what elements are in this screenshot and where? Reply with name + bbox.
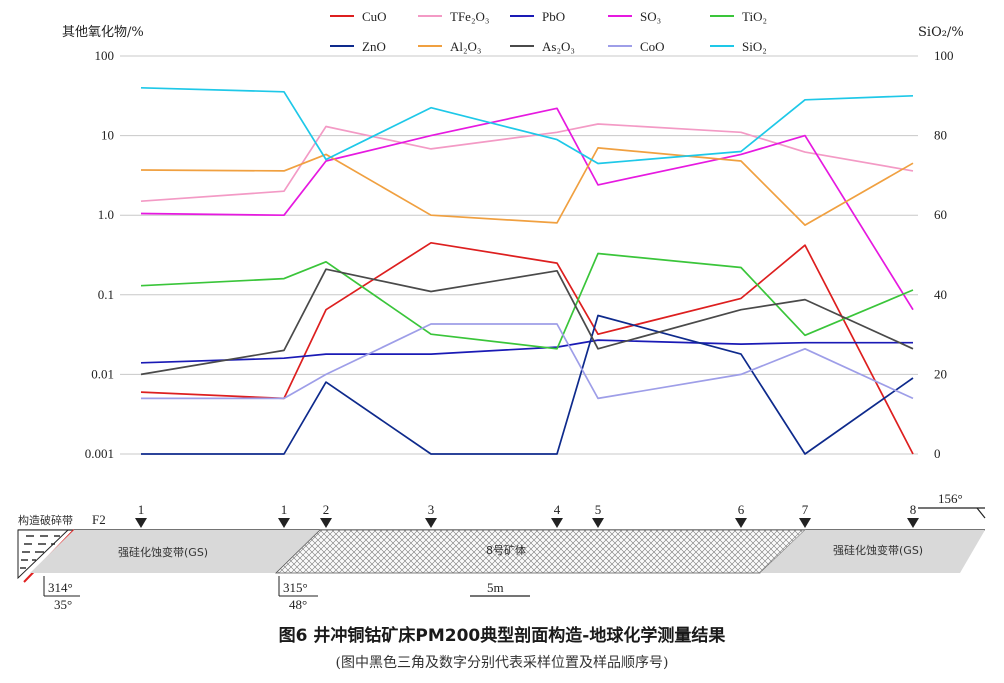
sample-marker bbox=[425, 518, 437, 528]
attitude-left-dip: 35° bbox=[54, 597, 72, 612]
sample-label: 6 bbox=[738, 502, 745, 517]
y-tick-right: 100 bbox=[934, 48, 954, 63]
y-tick-left: 10 bbox=[101, 128, 114, 143]
y-tick-right: 80 bbox=[934, 128, 947, 143]
series-line-tfeo bbox=[140, 123, 914, 203]
fault-name: F2 bbox=[92, 512, 106, 527]
series-layer bbox=[140, 86, 914, 455]
sample-marker bbox=[907, 518, 919, 528]
ore-body-label: 8号矿体 bbox=[486, 543, 526, 557]
y-ticks-right: 0 20 40 60 80 100 bbox=[934, 48, 954, 461]
sample-label: 3 bbox=[428, 502, 435, 517]
right-zone-label: 强硅化蚀变带(GS) bbox=[833, 543, 923, 557]
legend-label: PbO bbox=[542, 9, 565, 24]
sample-label: 1 bbox=[138, 502, 145, 517]
sample-marker bbox=[278, 518, 290, 528]
y-ticks-left: 0.001 0.01 0.1 1.0 10 100 bbox=[85, 48, 114, 461]
strike-label: 156° bbox=[938, 491, 963, 506]
scale-label: 5m bbox=[487, 580, 504, 595]
sample-label: 5 bbox=[595, 502, 602, 517]
legend-label: CuO bbox=[362, 9, 387, 24]
y-tick-left: 0.001 bbox=[85, 446, 114, 461]
y-tick-right: 60 bbox=[934, 207, 947, 222]
fault-zone-label: 构造破碎带 bbox=[18, 513, 73, 527]
figure-caption: 图6 井冲铜钴矿床PM200典型剖面构造-地球化学测量结果 bbox=[278, 626, 726, 646]
sample-label: 2 bbox=[323, 502, 330, 517]
sample-label: 1 bbox=[281, 502, 288, 517]
sample-marker bbox=[551, 518, 563, 528]
legend-label: TiO₂ bbox=[742, 9, 767, 24]
attitude-mid-dir: 315° bbox=[283, 580, 308, 595]
sample-marker bbox=[320, 518, 332, 528]
sample-label: 4 bbox=[554, 502, 561, 517]
y-tick-right: 20 bbox=[934, 366, 947, 381]
series-line-tio bbox=[140, 252, 914, 350]
legend-label: As₂O₃ bbox=[542, 39, 575, 54]
cross-section: 156° 构造破碎带 F2 强硅化蚀变带(GS) 8号矿体 强硅化蚀变带(GS)… bbox=[17, 491, 986, 612]
legend-label: TFe₂O₃ bbox=[450, 9, 489, 24]
sample-label: 8 bbox=[910, 502, 917, 517]
y-tick-left: 1.0 bbox=[98, 207, 114, 222]
y-axis-label-left: 其他氧化物/% bbox=[62, 25, 144, 40]
sample-marker bbox=[592, 518, 604, 528]
legend-label: CoO bbox=[640, 39, 665, 54]
series-line-alo bbox=[140, 147, 914, 226]
legend: CuO TFe₂O₃ PbO SO₃ TiO₂ ZnO Al₂O₃ As₂O₃ CoO SiO₂ bbox=[330, 9, 767, 54]
left-zone-label: 强硅化蚀变带(GS) bbox=[118, 545, 208, 559]
legend-label: ZnO bbox=[362, 39, 386, 54]
y-tick-right: 40 bbox=[934, 287, 947, 302]
series-line-sio bbox=[140, 86, 914, 165]
sample-marker bbox=[135, 518, 147, 528]
y-tick-right: 0 bbox=[934, 446, 941, 461]
y-tick-left: 0.01 bbox=[91, 366, 114, 381]
y-tick-left: 0.1 bbox=[98, 287, 114, 302]
attitude-left-dir: 314° bbox=[48, 580, 73, 595]
series-line-so bbox=[140, 107, 914, 311]
figure-note: (图中黑色三角及数字分别代表采样位置及样品顺序号) bbox=[335, 655, 669, 671]
series-line-zno bbox=[141, 314, 914, 455]
legend-label: Al₂O₃ bbox=[450, 39, 481, 54]
attitude-mid-dip: 48° bbox=[289, 597, 307, 612]
sample-marker bbox=[735, 518, 747, 528]
series-line-coo bbox=[141, 323, 914, 400]
series-line-cuo bbox=[140, 241, 914, 455]
y-tick-left: 100 bbox=[95, 48, 115, 63]
geochemical-profile-chart: 其他氧化物/% SiO₂/% 0.001 0.01 0.1 1.0 10 100 0 20 4… bbox=[17, 9, 986, 612]
series-line-aso bbox=[140, 268, 914, 376]
legend-label: SiO₂ bbox=[742, 39, 767, 54]
sample-markers: 1 1 2 3 4 5 6 7 8 bbox=[135, 502, 919, 528]
sample-label: 7 bbox=[802, 502, 809, 517]
sample-marker bbox=[799, 518, 811, 528]
legend-label: SO₃ bbox=[640, 9, 661, 24]
y-axis-label-right: SiO₂/% bbox=[918, 25, 964, 40]
